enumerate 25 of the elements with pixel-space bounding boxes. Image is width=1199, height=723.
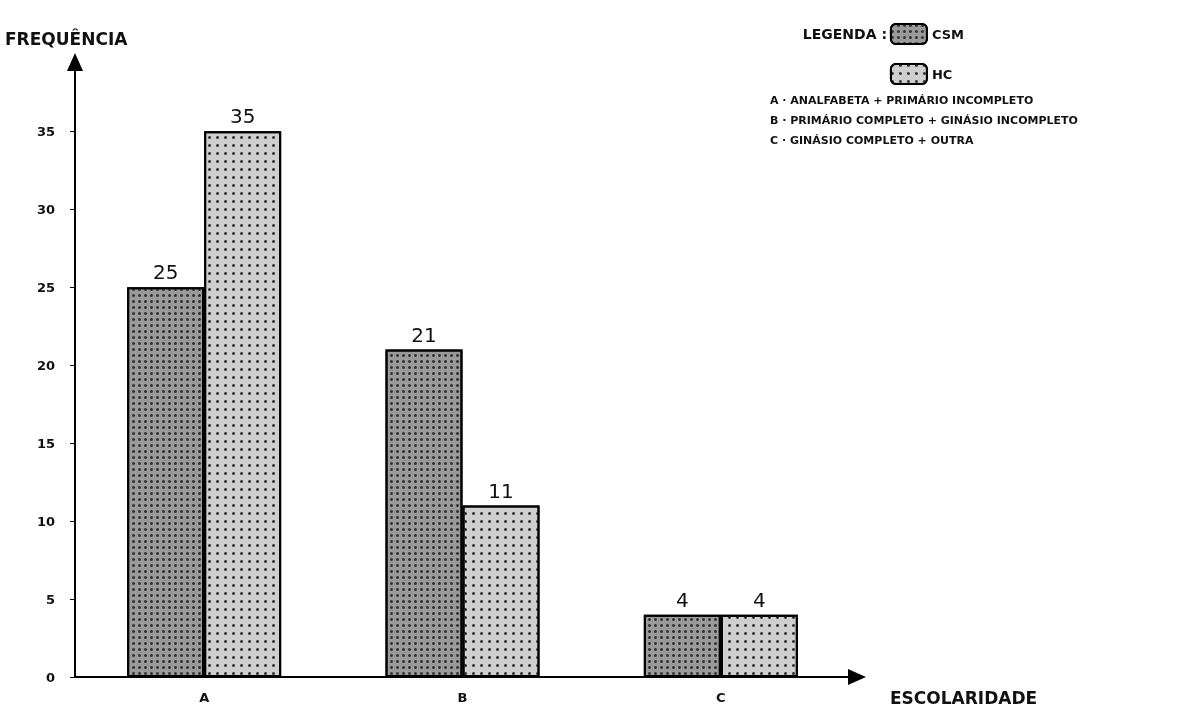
x-tick-label: A [199, 690, 210, 705]
data-label: 21 [411, 322, 437, 347]
y-axis-title: FREQUÊNCIA [5, 27, 129, 49]
y-tick-label: 15 [36, 435, 55, 451]
y-tick-label: 5 [45, 591, 55, 607]
x-tick-label: C [716, 690, 726, 705]
annotation: A · ANALFABETA + PRIMÁRIO INCOMPLETO [770, 94, 1034, 107]
y-tick-label: 0 [45, 669, 55, 685]
data-label: 11 [488, 478, 514, 503]
annotation: B · PRIMÁRIO COMPLETO + GINÁSIO INCOMPLETO [770, 114, 1078, 127]
y-tick-label: 25 [36, 279, 55, 295]
y-tick-label: 30 [36, 201, 55, 217]
legend-label: HC [931, 66, 953, 82]
y-tick-label: 10 [36, 513, 55, 529]
x-tick-label: B [457, 690, 468, 705]
data-label: 4 [675, 587, 689, 612]
legend-title: LEGENDA : [802, 26, 887, 42]
data-label: 35 [229, 104, 256, 129]
y-tick-label: 20 [36, 357, 55, 373]
y-tick-label: 35 [36, 123, 55, 139]
data-label: 25 [152, 260, 179, 285]
annotation: C · GINÁSIO COMPLETO + OUTRA [770, 134, 974, 147]
data-label: 4 [752, 587, 766, 612]
x-axis-title: ESCOLARIDADE [890, 687, 1038, 708]
legend-label: CSM [931, 26, 965, 42]
